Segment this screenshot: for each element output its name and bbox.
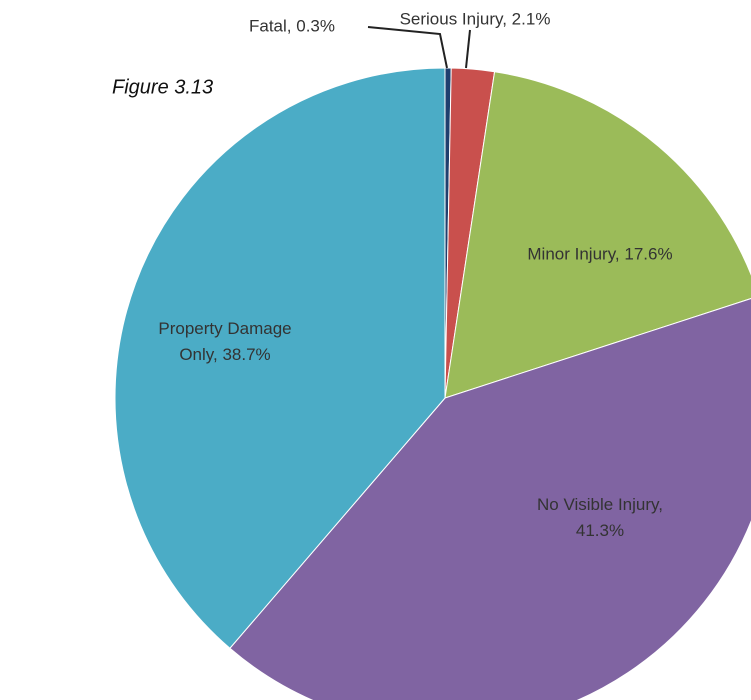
leader-line xyxy=(465,29,471,69)
data-label: No Visible Injury, 41.3% xyxy=(537,495,663,540)
chart-title: Figure 3.13 xyxy=(112,76,213,98)
pie xyxy=(114,67,751,700)
data-label: Fatal, 0.3% xyxy=(249,16,335,35)
leader-line xyxy=(367,26,448,69)
pie-slice xyxy=(229,298,751,700)
data-label: Serious Injury, 2.1% xyxy=(400,9,551,28)
pie-slice xyxy=(114,67,446,649)
pie-slice xyxy=(444,71,751,399)
data-label: Property Damage Only, 38.7% xyxy=(158,319,291,364)
data-label: Minor Injury, 17.6% xyxy=(527,244,672,263)
